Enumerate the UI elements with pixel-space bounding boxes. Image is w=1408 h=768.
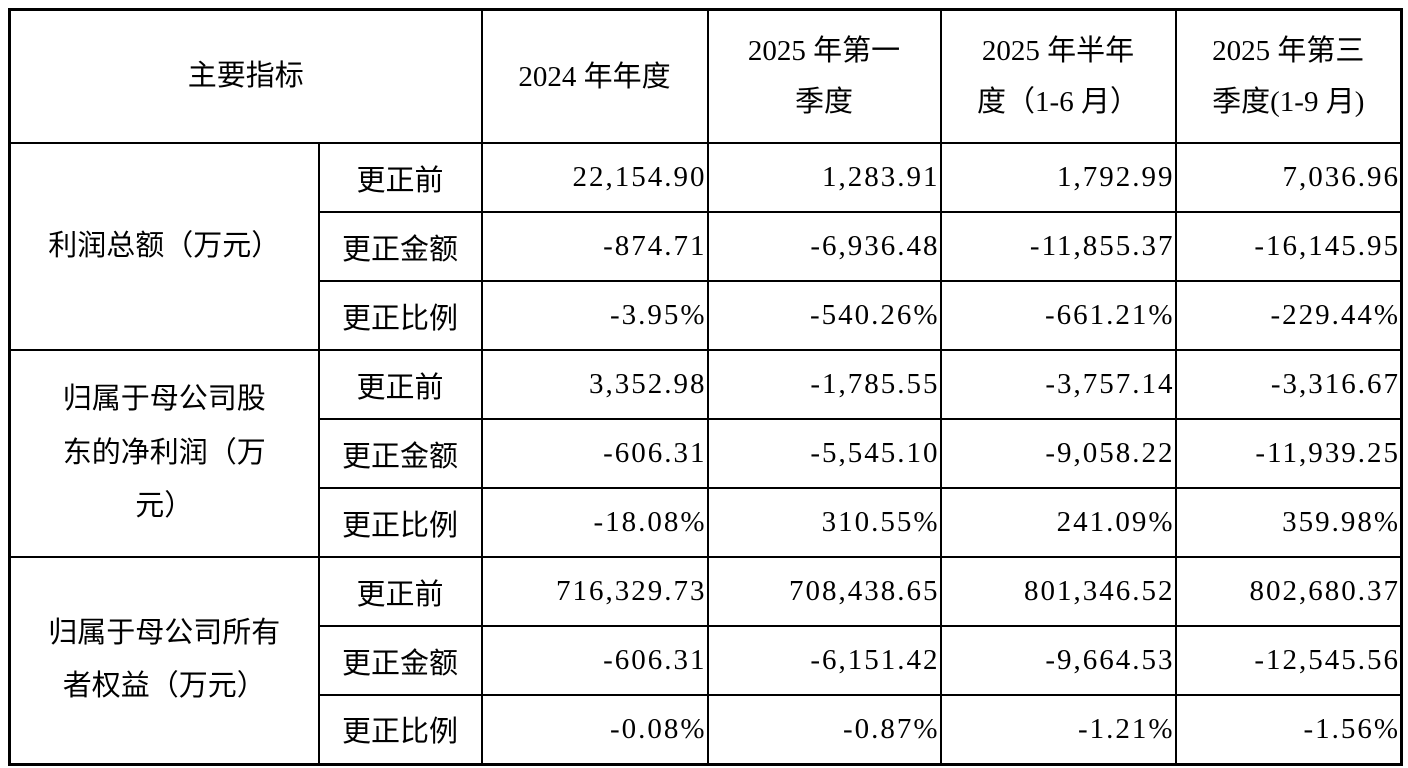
row-label-cell: 更正金额 <box>317 211 483 282</box>
value-cell: -12,545.56 <box>1174 625 1403 696</box>
indicator-cell-net-profit-parent: 归属于母公司股东的净利润（万元） <box>8 349 320 558</box>
row-label: 更正金额 <box>342 440 459 473</box>
value-cell: 802,680.37 <box>1174 556 1403 627</box>
value-cell: 1,792.99 <box>939 142 1177 213</box>
value-cell: -1.56% <box>1174 694 1403 765</box>
value-cell: -3.95% <box>480 280 709 351</box>
value-cell: -1,785.55 <box>706 349 942 420</box>
row-label: 更正前 <box>356 371 444 404</box>
row-label: 更正金额 <box>342 647 459 680</box>
col-header-2025-q1-label: 2025 年第一季度 <box>747 34 901 118</box>
table-row: 更正比例 -0.08% -0.87% -1.21% -1.56% <box>10 694 1403 765</box>
table-row: 更正比例 -18.08% 310.55% 241.09% 359.98% <box>10 487 1403 558</box>
value-cell: -11,939.25 <box>1174 418 1403 489</box>
row-label: 更正比例 <box>342 302 459 335</box>
row-label: 更正前 <box>356 578 444 611</box>
value-cell: 1,283.91 <box>706 142 942 213</box>
value-cell: -540.26% <box>706 280 942 351</box>
value-cell: -0.87% <box>706 694 942 765</box>
table-row: 归属于母公司所有者权益（万元） 更正前 716,329.73 708,438.6… <box>8 556 1403 765</box>
value-cell: -229.44% <box>1174 280 1403 351</box>
table-row: 归属于母公司股东的净利润（万元） 更正前 3,352.98 -1,785.55 … <box>8 349 1403 558</box>
indicator-label: 利润总额（万元） <box>48 230 281 263</box>
col-header-2024-annual-label: 2024 年年度 <box>518 61 671 94</box>
value-cell: -874.71 <box>480 211 709 282</box>
value-cell: -1.21% <box>939 694 1177 765</box>
value-cell: -606.31 <box>480 625 709 696</box>
value-cell: -3,757.14 <box>939 349 1177 420</box>
value-cell: 22,154.90 <box>480 142 709 213</box>
row-label: 更正金额 <box>342 233 459 266</box>
value-cell: -16,145.95 <box>1174 211 1403 282</box>
document-page: 主要指标 2024 年年度 2025 年第一季度 2025 年半年度（1-6 月… <box>0 8 1408 768</box>
col-header-2024-annual: 2024 年年度 <box>480 8 709 144</box>
row-label-cell: 更正比例 <box>317 694 483 765</box>
value-cell: 310.55% <box>706 487 942 558</box>
value-cell: -3,316.67 <box>1174 349 1403 420</box>
indicator-label: 归属于母公司股东的净利润（万元） <box>62 383 266 523</box>
row-label-cell: 更正前 <box>317 349 483 420</box>
table-row: 更正比例 -3.95% -540.26% -661.21% -229.44% <box>10 280 1403 351</box>
financial-correction-table: 主要指标 2024 年年度 2025 年第一季度 2025 年半年度（1-6 月… <box>8 8 1404 766</box>
value-cell: -606.31 <box>480 418 709 489</box>
value-cell: -5,545.10 <box>706 418 942 489</box>
row-label-cell: 更正金额 <box>317 418 483 489</box>
value-cell: 359.98% <box>1174 487 1403 558</box>
value-cell: -9,664.53 <box>939 625 1177 696</box>
value-cell: 708,438.65 <box>706 556 942 627</box>
row-label-cell: 更正金额 <box>317 625 483 696</box>
table-row: 利润总额（万元） 更正前 22,154.90 1,283.91 1,792.99… <box>8 142 1403 351</box>
row-label: 更正前 <box>356 164 444 197</box>
value-cell: -18.08% <box>480 487 709 558</box>
table-row: 更正金额 -606.31 -5,545.10 -9,058.22 -11,939… <box>10 418 1403 489</box>
col-header-2025-q1: 2025 年第一季度 <box>706 8 942 144</box>
col-header-main-indicator: 主要指标 <box>8 8 483 144</box>
row-label: 更正比例 <box>342 716 459 749</box>
value-cell: -9,058.22 <box>939 418 1177 489</box>
table-row: 更正金额 -606.31 -6,151.42 -9,664.53 -12,545… <box>10 625 1403 696</box>
value-cell: 241.09% <box>939 487 1177 558</box>
table-row: 更正金额 -874.71 -6,936.48 -11,855.37 -16,14… <box>10 211 1403 282</box>
value-cell: 716,329.73 <box>480 556 709 627</box>
indicator-cell-owners-equity-parent: 归属于母公司所有者权益（万元） <box>8 556 320 765</box>
value-cell: -6,936.48 <box>706 211 942 282</box>
indicator-cell-total-profit: 利润总额（万元） <box>8 142 320 351</box>
value-cell: -11,855.37 <box>939 211 1177 282</box>
row-label-cell: 更正比例 <box>317 280 483 351</box>
indicator-label: 归属于母公司所有者权益（万元） <box>48 616 281 703</box>
col-header-2025-q3-label: 2025 年第三季度(1-9 月) <box>1212 34 1365 118</box>
col-header-2025-h1-label: 2025 年半年度（1-6 月） <box>977 34 1139 118</box>
value-cell: -0.08% <box>480 694 709 765</box>
col-header-2025-q3: 2025 年第三季度(1-9 月) <box>1174 8 1403 144</box>
value-cell: 7,036.96 <box>1174 142 1403 213</box>
table-header-row: 主要指标 2024 年年度 2025 年第一季度 2025 年半年度（1-6 月… <box>8 8 1403 144</box>
col-header-2025-h1: 2025 年半年度（1-6 月） <box>939 8 1177 144</box>
main-indicator-label: 主要指标 <box>187 60 304 93</box>
value-cell: -6,151.42 <box>706 625 942 696</box>
row-label-cell: 更正前 <box>317 556 483 627</box>
row-label: 更正比例 <box>342 509 459 542</box>
value-cell: 3,352.98 <box>480 349 709 420</box>
row-label-cell: 更正比例 <box>317 487 483 558</box>
row-label-cell: 更正前 <box>317 142 483 213</box>
value-cell: -661.21% <box>939 280 1177 351</box>
value-cell: 801,346.52 <box>939 556 1177 627</box>
